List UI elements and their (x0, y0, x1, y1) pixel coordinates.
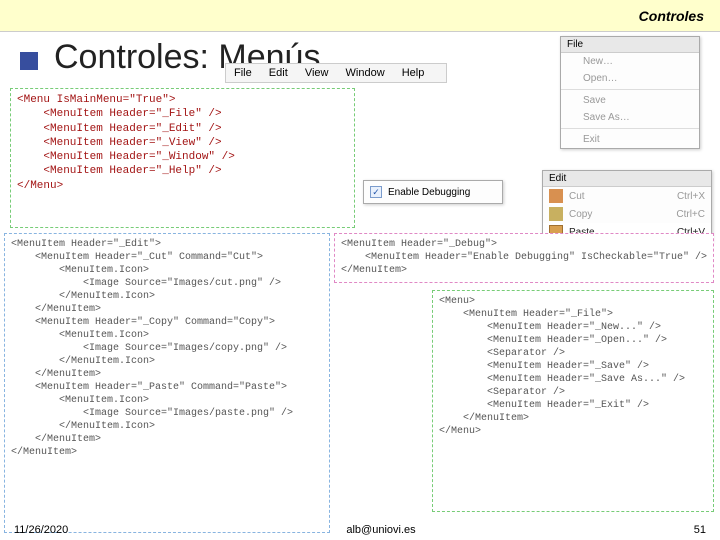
cut-icon (549, 189, 563, 203)
menubar-sample: File Edit View Window Help (225, 63, 447, 83)
edit-cut-shortcut: Ctrl+X (677, 191, 705, 202)
edit-copy[interactable]: Copy Ctrl+C (543, 205, 711, 223)
file-exit[interactable]: Exit (561, 131, 699, 148)
edit-menu-header[interactable]: Edit (543, 171, 711, 187)
title-bullet (20, 52, 38, 70)
edit-copy-shortcut: Ctrl+C (676, 209, 705, 220)
edit-cut-label: Cut (569, 191, 585, 202)
file-saveas[interactable]: Save As… (561, 109, 699, 126)
debug-menu: ✓ Enable Debugging (363, 180, 503, 204)
checkbox-icon[interactable]: ✓ (370, 186, 382, 198)
menu-help[interactable]: Help (402, 67, 425, 79)
footer-page: 51 (694, 524, 706, 536)
file-menu-header[interactable]: File (561, 37, 699, 53)
footer-email: alb@uniovi.es (68, 524, 694, 536)
code-sample-main-menu: <Menu IsMainMenu="True"> <MenuItem Heade… (10, 88, 355, 228)
menu-file[interactable]: File (234, 67, 252, 79)
file-menu: File New… Open… Save Save As… Exit (560, 36, 700, 149)
code-sample-debug: <MenuItem Header="_Debug"> <MenuItem Hea… (334, 233, 714, 283)
menu-edit[interactable]: Edit (269, 67, 288, 79)
code-sample-file-submenu: <Menu> <MenuItem Header="_File"> <MenuIt… (432, 290, 714, 512)
menu-window[interactable]: Window (346, 67, 385, 79)
breadcrumb: Controles (639, 8, 704, 24)
edit-cut[interactable]: Cut Ctrl+X (543, 187, 711, 205)
menu-view[interactable]: View (305, 67, 329, 79)
debug-enable[interactable]: ✓ Enable Debugging (364, 183, 502, 201)
edit-menu: Edit Cut Ctrl+X Copy Ctrl+C Paste Ctrl+V (542, 170, 712, 242)
file-open[interactable]: Open… (561, 70, 699, 87)
debug-enable-label: Enable Debugging (388, 187, 470, 198)
code-sample-edit-icons: <MenuItem Header="_Edit"> <MenuItem Head… (4, 233, 330, 533)
file-new[interactable]: New… (561, 53, 699, 70)
footer: 11/26/2020 alb@uniovi.es 51 (0, 524, 720, 536)
file-save[interactable]: Save (561, 92, 699, 109)
footer-date: 11/26/2020 (14, 524, 68, 536)
copy-icon (549, 207, 563, 221)
edit-copy-label: Copy (569, 209, 592, 220)
header-bar: Controles (0, 0, 720, 32)
